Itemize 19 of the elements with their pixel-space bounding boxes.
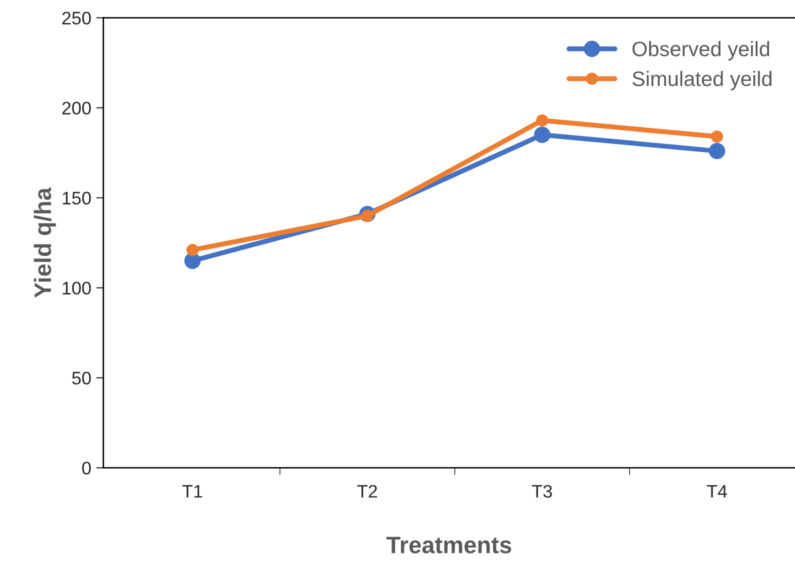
legend-label: Observed yeild xyxy=(632,41,770,60)
point xyxy=(536,114,548,126)
y-tick-label: 200 xyxy=(62,102,91,115)
x-tick-label: T3 xyxy=(532,484,552,498)
y-tick-label: 150 xyxy=(62,192,91,205)
legend-label: Simulated yeild xyxy=(632,70,772,90)
point xyxy=(710,130,724,143)
y-tick-label: 100 xyxy=(62,282,91,295)
x-axis-title: Treatments xyxy=(386,536,512,554)
y-axis-title: Yield q/ha xyxy=(34,187,56,298)
x-tick-label: T2 xyxy=(357,484,377,498)
point xyxy=(708,142,726,160)
y-tick-label: 50 xyxy=(72,372,91,385)
point xyxy=(186,244,199,256)
x-tick-label: T1 xyxy=(182,485,202,498)
point xyxy=(534,126,550,143)
x-tick-label: T4 xyxy=(706,485,728,498)
y-tick-label: 250 xyxy=(62,12,91,25)
y-tick-label: 0 xyxy=(82,462,91,475)
